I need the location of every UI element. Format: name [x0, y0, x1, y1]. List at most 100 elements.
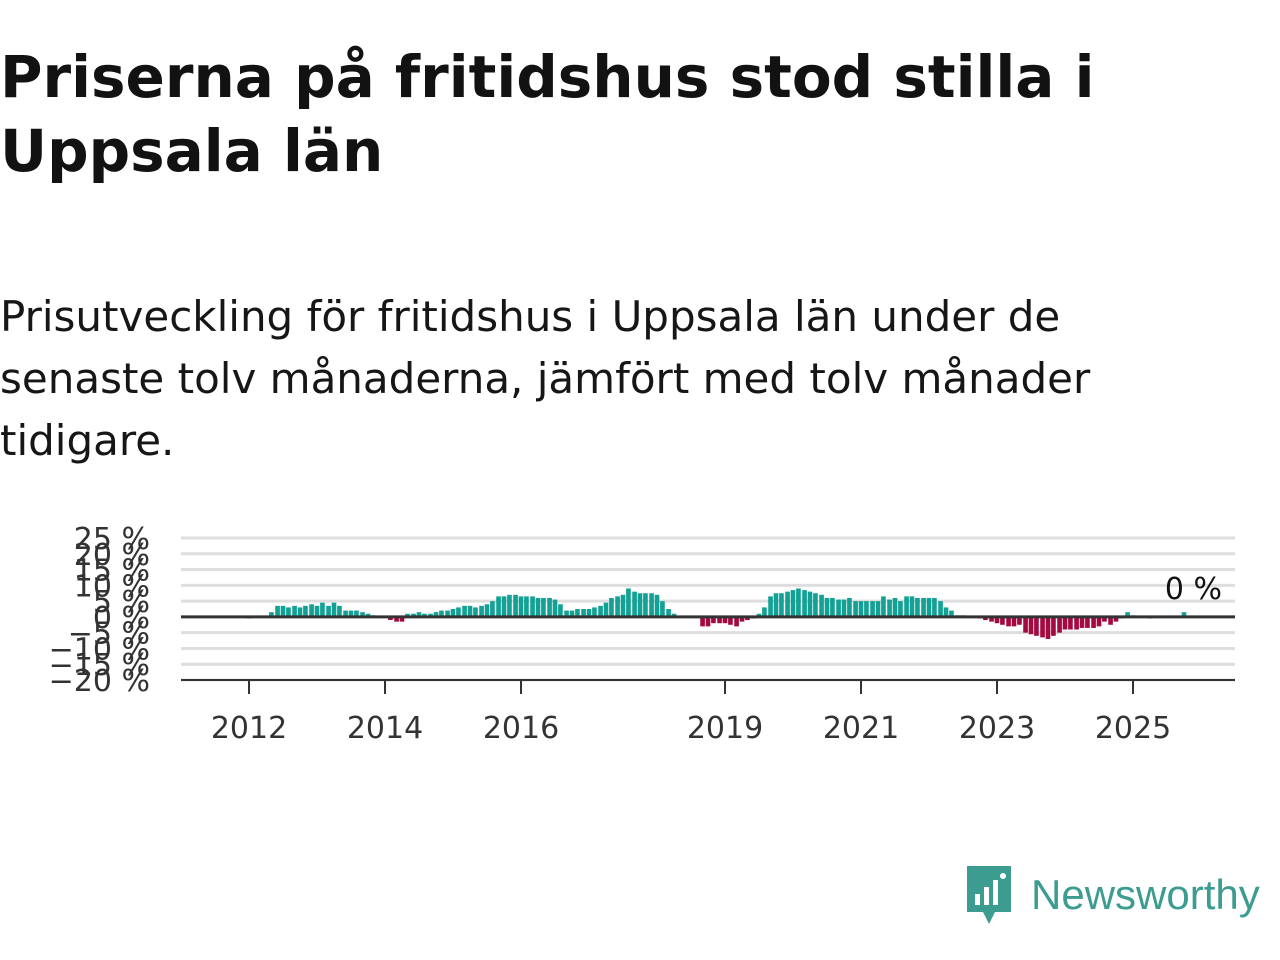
bar — [802, 590, 807, 617]
brand-name: Newsworthy — [1031, 871, 1260, 918]
bar — [1017, 616, 1022, 625]
bar — [1068, 616, 1073, 630]
bar — [518, 596, 524, 617]
y-tick-label: 25 % — [74, 522, 150, 557]
bar — [292, 605, 297, 617]
bar — [348, 610, 354, 617]
bar — [411, 613, 416, 617]
bar — [462, 605, 467, 617]
bar — [649, 593, 654, 617]
bar — [496, 596, 501, 617]
bar — [603, 602, 609, 617]
bar — [909, 596, 915, 617]
bar — [926, 597, 932, 617]
bar — [445, 610, 450, 617]
bar — [609, 597, 614, 617]
bar — [717, 616, 722, 624]
bar — [830, 597, 835, 617]
bar — [711, 616, 716, 624]
y-tick-label: −20 % — [49, 664, 150, 699]
bar — [1113, 616, 1119, 622]
bar — [1051, 616, 1056, 636]
bar — [467, 605, 473, 617]
y-tick-label: −15 % — [49, 648, 150, 683]
y-tick-label: 5 % — [93, 585, 150, 620]
bar — [700, 616, 705, 627]
bar — [1085, 616, 1090, 628]
y-tick-label: 0 % — [93, 601, 150, 636]
bar — [552, 599, 558, 617]
bar — [983, 616, 988, 621]
bar — [841, 599, 847, 617]
bar — [807, 591, 813, 617]
x-tick-label: 2025 — [1095, 711, 1171, 746]
bar — [819, 594, 824, 617]
bar — [586, 609, 592, 617]
bar — [490, 601, 495, 617]
bar — [904, 596, 909, 617]
bar — [394, 616, 399, 622]
bar — [875, 601, 881, 617]
bar — [932, 597, 937, 617]
bar — [768, 596, 773, 617]
y-tick-label: −5 % — [68, 617, 150, 652]
bar — [666, 609, 671, 617]
bar — [637, 593, 643, 617]
bar-chart: 25 %20 %15 %10 %5 %0 %−5 %−10 %−15 %−20 … — [49, 522, 1235, 746]
chart-title: Priserna på fritidshus stod stilla i Upp… — [0, 43, 1095, 185]
bar — [473, 607, 478, 617]
bar — [433, 612, 439, 617]
bar — [660, 601, 665, 617]
bar — [898, 601, 903, 617]
bar — [388, 616, 393, 621]
bar — [643, 593, 648, 617]
bar — [824, 597, 830, 617]
bars — [246, 588, 1187, 639]
bar — [864, 601, 869, 617]
bar — [762, 607, 767, 617]
bar — [1011, 616, 1017, 627]
bar — [360, 612, 365, 617]
bar — [326, 605, 331, 617]
bar — [303, 605, 308, 617]
bar — [530, 596, 535, 617]
bar — [994, 616, 1000, 624]
bar — [654, 594, 660, 617]
bar — [439, 610, 444, 617]
y-tick-label: 20 % — [74, 538, 150, 573]
bar — [989, 616, 994, 622]
bar — [1125, 612, 1130, 617]
bar — [671, 613, 677, 617]
bar — [1023, 616, 1028, 633]
bar — [297, 607, 303, 617]
bar — [745, 616, 750, 621]
bar — [1062, 616, 1068, 630]
bar — [1091, 616, 1096, 628]
bar — [484, 604, 490, 617]
bar — [734, 616, 739, 627]
bar — [1102, 616, 1107, 622]
bar — [501, 596, 507, 617]
x-tick-label: 2012 — [211, 711, 287, 746]
axes — [181, 615, 1235, 694]
bar — [558, 604, 563, 617]
bar — [1040, 616, 1045, 638]
bar — [1181, 612, 1187, 617]
bar — [592, 607, 597, 617]
bar — [450, 609, 456, 617]
bar — [705, 616, 711, 627]
bar — [943, 607, 949, 617]
bar — [892, 597, 898, 617]
bar — [921, 597, 926, 617]
bar — [881, 596, 886, 617]
bar — [1074, 616, 1079, 630]
bar — [836, 599, 841, 617]
bar — [428, 613, 433, 617]
bar — [1045, 616, 1051, 639]
bar — [399, 616, 405, 622]
x-tick-label: 2019 — [687, 711, 763, 746]
bar — [1108, 616, 1113, 625]
bar — [779, 593, 784, 617]
bar — [320, 602, 325, 617]
x-tick-label: 2016 — [483, 711, 559, 746]
